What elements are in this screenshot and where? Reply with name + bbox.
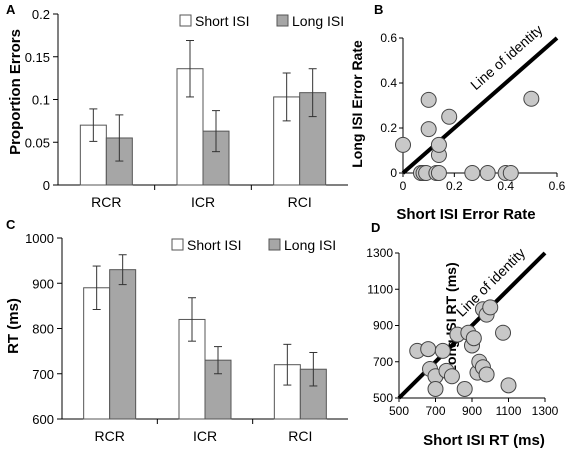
panel-c-bar-chart: C RT (ms) 600 700 800 900 1000 RCR ICR RCI Short… <box>5 217 348 444</box>
panel-d-identity-line <box>397 251 547 400</box>
panel-d-data-point <box>434 342 451 359</box>
panel-d-data-point <box>427 380 444 397</box>
panel-a-legend-swatch <box>276 14 289 27</box>
panel-a-category-label: RCI <box>288 194 312 210</box>
panel-c-legend-label: Long ISI <box>284 237 336 253</box>
panel-a-y-tick-label: 0.05 <box>25 135 50 150</box>
panel-b-y-tick-label: 0.4 <box>380 76 397 90</box>
panel-c-y-axis-label: RT (ms) <box>5 298 22 354</box>
panel-a-y-tick-label: 0.1 <box>32 93 50 108</box>
panel-b-data-point <box>479 165 496 181</box>
panel-d-y-tick-label: 1100 <box>367 282 393 296</box>
panel-b-data-point <box>420 121 437 138</box>
panel-c-label: C <box>6 217 16 232</box>
panel-d-data-point <box>482 299 499 316</box>
panel-b-identity-line <box>401 36 559 175</box>
panel-a-label: A <box>6 2 16 17</box>
panel-d-x-tick-label: 500 <box>389 404 409 418</box>
panel-d-data-point <box>443 368 460 385</box>
panel-c-bar <box>109 269 137 420</box>
panel-d-x-tick-label: 700 <box>425 404 445 418</box>
panel-a-category-label: ICR <box>191 194 215 210</box>
panel-a-legend-swatch <box>179 14 192 27</box>
panel-c-y-tick-label: 600 <box>32 412 54 427</box>
panel-b-data-point <box>395 136 411 153</box>
panel-d-y-tick-label: 700 <box>373 355 393 369</box>
panel-d-y-tick-label: 900 <box>373 319 393 333</box>
panel-c-category-label: RCR <box>94 428 124 444</box>
panel-b-data-point <box>523 90 540 107</box>
panel-a-y-tick-label: 0.15 <box>25 50 50 65</box>
panel-b-data-point <box>441 108 458 125</box>
panel-c-legend-label: Short ISI <box>187 237 241 253</box>
panel-c-legend-swatch <box>268 238 281 251</box>
panel-b-x-axis-label: Short ISI Error Rate <box>396 206 535 223</box>
panel-b-data-point <box>430 136 447 153</box>
panel-d-data-point <box>500 377 517 394</box>
panel-d-data-point <box>456 380 473 397</box>
panel-b-label: B <box>374 2 383 17</box>
panel-b-data-point <box>430 165 447 181</box>
panel-d-y-tick-label: 1300 <box>366 246 393 260</box>
panel-a-legend-label: Long ISI <box>292 13 344 29</box>
panel-a-bar-chart: A Proportion Errors 0 0.05 0.1 0.15 0.2 RCR IC… <box>6 2 348 210</box>
panel-a-y-tick-label: 0 <box>43 178 50 193</box>
panel-c-y-tick-label: 800 <box>32 322 54 337</box>
panel-c-y-tick-label: 900 <box>32 276 54 291</box>
panel-d-x-tick-label: 1100 <box>496 404 522 418</box>
panel-b-x-tick-label: 0 <box>400 179 407 193</box>
panel-c-category-label: RCI <box>288 428 312 444</box>
panel-a-y-tick-label: 0.2 <box>32 7 50 22</box>
panel-d-y-tick-label: 500 <box>373 391 393 405</box>
panel-a-legend-label: Short ISI <box>195 13 249 29</box>
panel-c-y-tick-label: 1000 <box>25 231 54 246</box>
panel-d-x-tick-label: 1300 <box>532 404 559 418</box>
panel-b-x-tick-label: 0.2 <box>446 179 463 193</box>
panel-b-y-tick-label: 0.2 <box>380 121 397 135</box>
panel-d-scatter-chart: D Long ISI RT (ms) Short ISI RT (ms) 500… <box>366 220 558 449</box>
panel-d-x-axis-label: Short ISI RT (ms) <box>423 432 545 449</box>
panel-b-data-point <box>420 91 437 108</box>
panel-b-data-point <box>464 165 481 181</box>
panel-b-data-point <box>502 165 519 181</box>
panel-b-scatter-chart: B Long ISI Error Rate Short ISI Error Ra… <box>349 2 566 223</box>
panel-d-data-point <box>478 366 495 383</box>
panel-b-y-tick-label: 0 <box>390 166 397 180</box>
panel-c-y-tick-label: 700 <box>32 367 54 382</box>
panel-c-category-label: ICR <box>193 428 217 444</box>
panel-b-x-tick-label: 0.6 <box>549 179 566 193</box>
panel-c-legend-swatch <box>171 238 184 251</box>
panel-d-x-tick-label: 900 <box>462 404 482 418</box>
panel-d-data-point <box>465 330 482 347</box>
panel-a-y-axis-label: Proportion Errors <box>7 29 24 155</box>
panel-b-x-tick-label: 0.4 <box>497 179 514 193</box>
panel-b-y-tick-label: 0.6 <box>380 31 397 45</box>
panel-d-label: D <box>371 220 380 235</box>
panel-d-data-point <box>495 324 512 341</box>
panel-d-data-point <box>420 341 437 358</box>
panel-a-category-label: RCR <box>91 194 121 210</box>
panel-b-y-axis-label: Long ISI Error Rate <box>349 40 365 168</box>
